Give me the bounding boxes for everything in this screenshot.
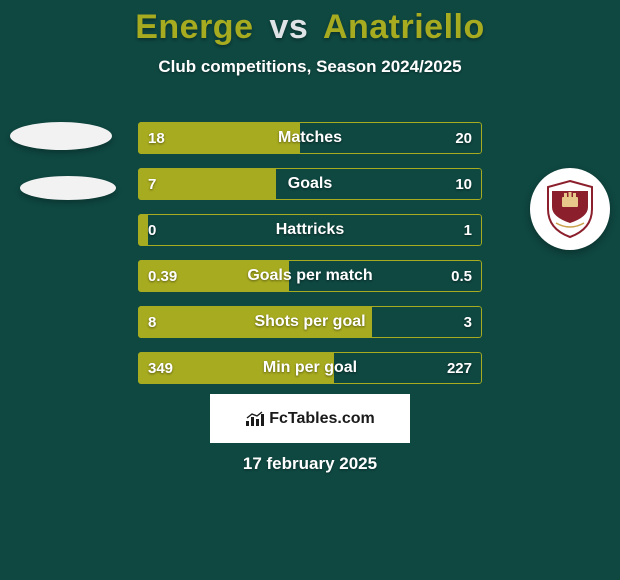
team1-logo-placeholder: [10, 122, 112, 150]
player1-name: Energe: [135, 8, 253, 46]
infographic-container: Energe vs Anatriello Club competitions, …: [0, 0, 620, 580]
date-label: 17 february 2025: [0, 454, 620, 474]
team2-shield-icon: [544, 179, 596, 239]
vs-label: vs: [269, 8, 308, 46]
bar-row: 349227Min per goal: [138, 352, 482, 384]
source-box: FcTables.com: [210, 394, 410, 443]
page-title: Energe vs Anatriello: [0, 0, 620, 47]
bar-row: 0.390.5Goals per match: [138, 260, 482, 292]
bar-label: Goals per match: [138, 260, 482, 292]
bar-label: Shots per goal: [138, 306, 482, 338]
bar-label: Min per goal: [138, 352, 482, 384]
bar-label: Goals: [138, 168, 482, 200]
bar-row: 01Hattricks: [138, 214, 482, 246]
comparison-bars: 1820Matches 710Goals 01Hattricks 0.390.5Goa…: [138, 122, 482, 398]
bar-label: Matches: [138, 122, 482, 154]
chart-icon: [245, 411, 265, 427]
player2-name: Anatriello: [323, 8, 485, 46]
bar-row: 710Goals: [138, 168, 482, 200]
bar-row: 83Shots per goal: [138, 306, 482, 338]
bar-label: Hattricks: [138, 214, 482, 246]
bar-row: 1820Matches: [138, 122, 482, 154]
source-text: FcTables.com: [269, 410, 375, 428]
team1-logo-placeholder-2: [20, 176, 116, 200]
team2-logo: [530, 168, 610, 250]
subtitle: Club competitions, Season 2024/2025: [0, 57, 620, 77]
